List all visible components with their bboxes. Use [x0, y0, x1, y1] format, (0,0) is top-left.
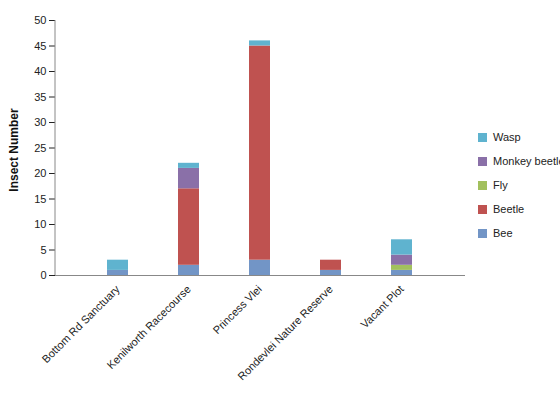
svg-text:25: 25: [34, 142, 46, 154]
svg-text:30: 30: [34, 116, 46, 128]
svg-text:Rondevlei Nature Reserve: Rondevlei Nature Reserve: [235, 283, 335, 383]
svg-text:5: 5: [40, 244, 46, 256]
html-text:Wasp: Wasp: [493, 131, 521, 143]
html-text:Beetle: Beetle: [493, 203, 525, 215]
svg-text:Kenilworth Racecourse: Kenilworth Racecourse: [104, 283, 192, 371]
svg-text:Vacant Plot: Vacant Plot: [358, 283, 406, 331]
svg-text:45: 45: [34, 40, 46, 52]
svg-text:40: 40: [34, 65, 46, 77]
svg-text:0: 0: [40, 269, 46, 281]
svg-text:10: 10: [34, 218, 46, 230]
svg-text:Bottom Rd Sanctuary: Bottom Rd Sanctuary: [39, 282, 122, 365]
html-text:Bee: Bee: [493, 227, 513, 239]
svg-text:35: 35: [34, 91, 46, 103]
svg-text:20: 20: [34, 167, 46, 179]
html-text:Insect Number: Insect Number: [7, 108, 21, 192]
svg-text:50: 50: [34, 14, 46, 26]
svg-text:15: 15: [34, 193, 46, 205]
html-text:Fly: Fly: [493, 179, 508, 191]
svg-text:Princess Vlei: Princess Vlei: [210, 283, 263, 336]
